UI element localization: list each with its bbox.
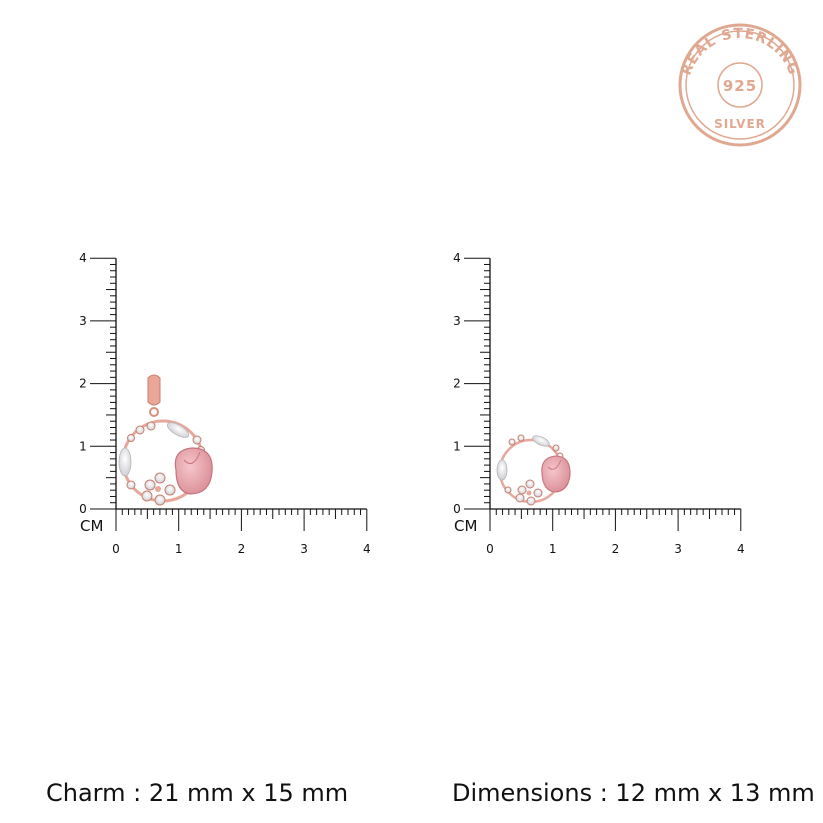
ruler-y-tick-label: 2 — [79, 377, 87, 391]
sterling-silver-seal: REAL STERLING 925 SILVER — [678, 23, 802, 147]
ruler-x-tick-label: 1 — [549, 542, 557, 556]
ruler-x-tick-label: 2 — [612, 542, 620, 556]
ruler-x-tick-label: 3 — [300, 542, 308, 556]
ruler-y-tick-label: 0 — [453, 502, 461, 516]
caption-charm-size: Charm : 21 mm x 15 mm — [46, 779, 349, 807]
ruler-y-tick-label: 4 — [453, 251, 461, 265]
ruler-left: 0 0 1 1 2 2 3 3 4 4 CM — [79, 251, 370, 556]
ruler-y-tick-label: 1 — [79, 439, 87, 453]
seal-bottom-text: SILVER — [714, 117, 766, 131]
ruler-y-tick-label: 0 — [79, 502, 87, 516]
ruler-right: 0 0 1 1 2 2 3 3 4 4 CM — [453, 251, 744, 556]
ruler-x-tick-label: 4 — [363, 542, 371, 556]
ruler-y-tick-label: 1 — [453, 439, 461, 453]
ruler-unit-label: CM — [80, 517, 103, 535]
ruler-y-tick-label: 3 — [79, 314, 87, 328]
ruler-x-tick-label: 0 — [486, 542, 494, 556]
ruler-y-tick-label: 4 — [79, 251, 87, 265]
seal-top-text: REAL STERLING — [678, 26, 801, 78]
ruler-x-tick-label: 0 — [112, 542, 120, 556]
ruler-x-tick-label: 1 — [175, 542, 183, 556]
ruler-unit-label: CM — [454, 517, 477, 535]
ruler-x-tick-label: 4 — [737, 542, 745, 556]
ruler-x-tick-label: 2 — [238, 542, 246, 556]
charm-image — [496, 434, 571, 506]
ruler-y-tick-label: 2 — [453, 377, 461, 391]
ruler-x-tick-label: 3 — [674, 542, 682, 556]
ruler-y-tick-label: 3 — [453, 314, 461, 328]
seal-center-text: 925 — [723, 77, 757, 95]
caption-dimensions: Dimensions : 12 mm x 13 mm — [452, 779, 815, 807]
pendant-image — [118, 374, 213, 506]
